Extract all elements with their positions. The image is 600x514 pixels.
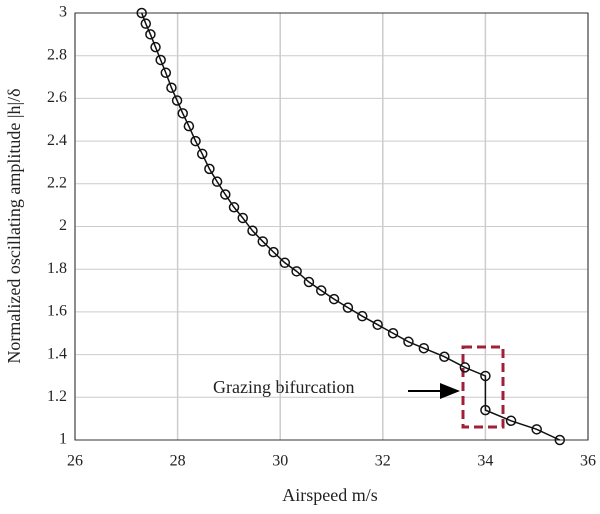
data-point (418, 342, 430, 354)
data-point (145, 29, 156, 40)
x-tick-label: 32 (375, 453, 391, 470)
data-point (211, 176, 223, 187)
data-point (237, 212, 249, 224)
x-tick-label: 36 (580, 453, 596, 470)
data-point (459, 362, 471, 373)
data-point (183, 120, 195, 132)
x-tick-label: 30 (272, 453, 288, 470)
data-point (177, 108, 188, 119)
data-point (439, 351, 450, 362)
data-point (291, 266, 302, 277)
data-point (279, 257, 291, 269)
y-tick-label: 1.6 (47, 303, 67, 320)
x-tick-label: 26 (67, 453, 83, 470)
y-tick-label: 2 (59, 217, 67, 234)
x-axis-label: Airspeed m/s (282, 485, 377, 505)
data-point (531, 424, 542, 435)
y-tick-label: 2.6 (47, 89, 67, 106)
data-point (554, 434, 566, 446)
y-tick-label: 1.8 (47, 260, 67, 277)
data-point (190, 135, 201, 147)
y-tick-label: 1.4 (47, 345, 67, 362)
data-point (268, 246, 279, 258)
data-point (342, 302, 354, 313)
data-point (140, 18, 152, 29)
data-point (150, 41, 161, 53)
y-tick-label: 2.4 (47, 132, 67, 149)
data-point (480, 404, 491, 416)
y-tick-label: 2.2 (47, 174, 67, 191)
data-point (196, 148, 208, 160)
y-tick-label: 2.8 (47, 46, 67, 63)
y-tick-label: 3 (59, 4, 67, 21)
y-tick-label: 1 (59, 431, 67, 448)
data-point (160, 67, 172, 79)
series-line (140, 12, 561, 441)
y-tick-label: 1.2 (47, 388, 67, 405)
y-axis-label: Normalized oscillating amplitude |h|/δ (4, 88, 24, 363)
data-point (328, 293, 340, 305)
data-point (480, 370, 491, 382)
data-point (257, 236, 269, 247)
data-point (136, 7, 147, 19)
data-point (372, 319, 383, 330)
plot-frame (74, 12, 589, 441)
x-tick-label: 34 (477, 453, 493, 470)
data-point (155, 54, 166, 66)
data-point (505, 415, 517, 427)
annotation: Grazing bifurcation (213, 377, 354, 397)
data-point (171, 95, 183, 106)
x-tick-label: 28 (170, 453, 186, 470)
data-point (387, 328, 399, 339)
data-point (403, 336, 414, 348)
data-point (228, 202, 240, 213)
data-point (220, 189, 231, 200)
data-point (166, 82, 177, 93)
data-point (303, 276, 315, 288)
data-point (357, 310, 368, 322)
data-point (315, 285, 327, 296)
data-point (247, 225, 258, 237)
data-point (204, 163, 215, 175)
highlight-box (461, 345, 505, 429)
